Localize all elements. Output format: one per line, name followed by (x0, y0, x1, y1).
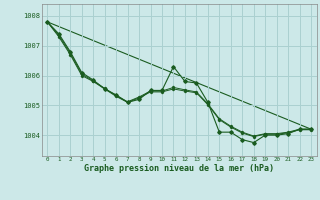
X-axis label: Graphe pression niveau de la mer (hPa): Graphe pression niveau de la mer (hPa) (84, 164, 274, 173)
